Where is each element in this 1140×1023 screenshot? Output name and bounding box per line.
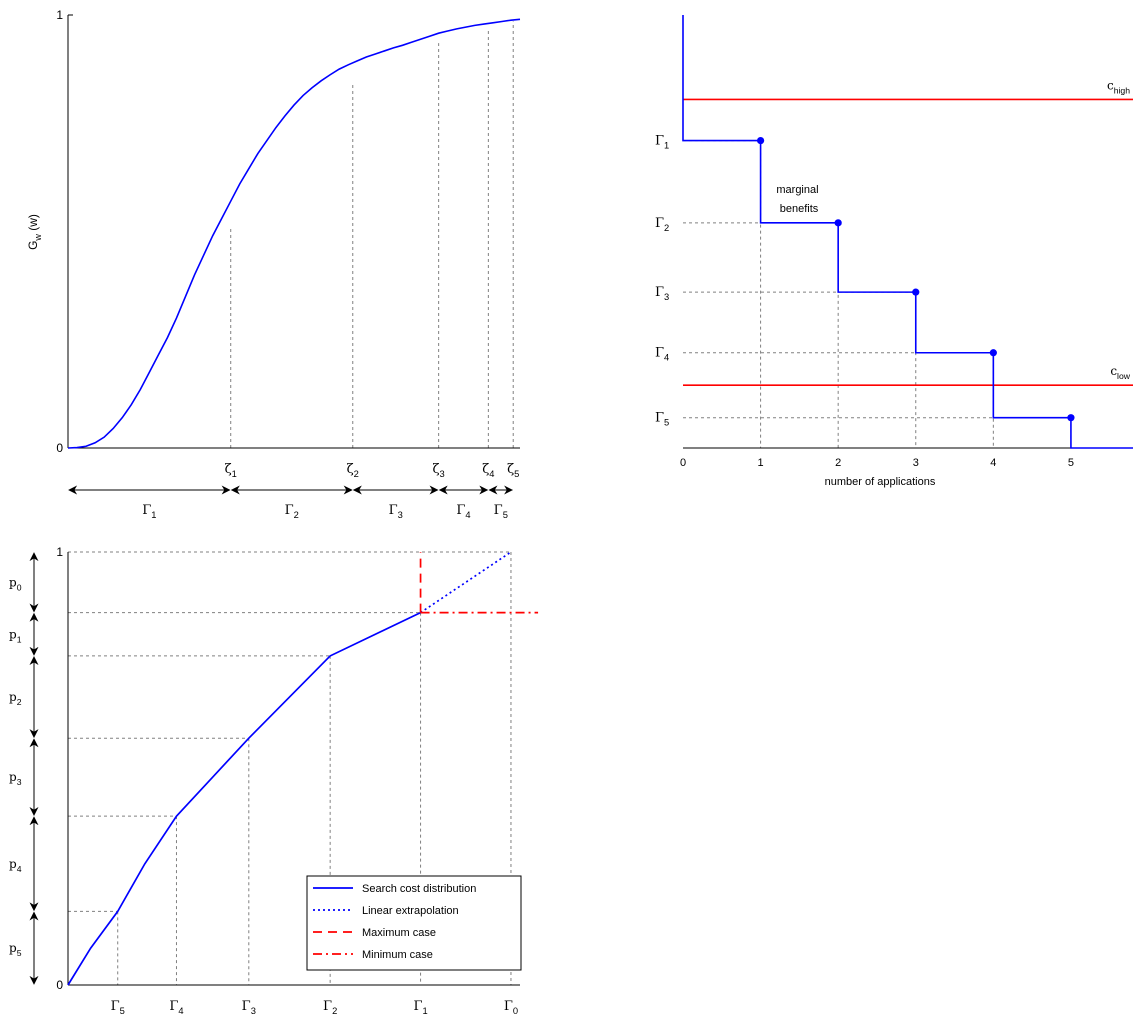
benefit-point-3	[912, 288, 920, 296]
benefits-x-tick-0: 0	[680, 457, 686, 469]
benefit-gamma-label-4: Γ4	[655, 346, 669, 363]
zeta-label-5: ζ5	[507, 462, 519, 479]
search-series-2	[420, 551, 512, 614]
benefit-gamma-labels: Γ1 Γ2 Γ3 Γ4 Γ5	[655, 134, 669, 428]
benefit-point-4	[989, 349, 997, 357]
benefit-point-2	[834, 219, 842, 227]
p-label-3: p3	[9, 770, 22, 787]
search-series-1	[67, 611, 421, 986]
benefits-guide-lines	[683, 140, 1072, 448]
search-y-tick-1: 1	[56, 545, 63, 559]
benefit-point-5	[1067, 414, 1075, 422]
zeta-labels: ζ1 ζ2 ζ3 ζ4 ζ5	[225, 462, 520, 479]
marginal-benefits-annotation: marginal benefits	[776, 184, 821, 215]
legend-label-2: Linear extrapolation	[362, 905, 459, 917]
zeta-label-3: ζ3	[433, 462, 445, 479]
benefits-x-tick-1: 1	[758, 457, 764, 469]
search-axes	[67, 552, 520, 986]
cdf-tick-labels: 01	[56, 8, 63, 455]
cost-label-high: chigh	[1107, 78, 1130, 95]
benefits-x-axis-label: number of applications	[825, 476, 936, 488]
cdf-line	[67, 18, 521, 449]
search-gamma-label-0: Γ0	[504, 999, 518, 1016]
p-label-0: p0	[9, 575, 22, 592]
cdf-curve	[67, 18, 521, 449]
search-tick-labels: 01	[56, 545, 63, 992]
p-label-5: p5	[9, 941, 22, 958]
zeta-label-4: ζ4	[482, 462, 494, 479]
search-gamma-label-5: Γ5	[111, 999, 125, 1016]
legend-label-1: Search cost distribution	[362, 883, 476, 895]
search-series	[67, 551, 539, 986]
legend-label-4: Minimum case	[362, 949, 433, 961]
cdf-guide-lines	[230, 21, 514, 448]
zeta-label-1: ζ1	[225, 462, 237, 479]
gamma-interval-label-4: Γ4	[456, 503, 470, 520]
benefit-gamma-label-3: Γ3	[655, 285, 669, 302]
benefits-x-tick-5: 5	[1068, 457, 1074, 469]
gamma-interval-label-3: Γ3	[389, 503, 403, 520]
cdf-y-axis-label: Gw (w)	[26, 214, 43, 250]
gamma-interval-label-5: Γ5	[494, 503, 508, 520]
gamma-interval-label-2: Γ2	[285, 503, 299, 520]
benefit-step-line	[682, 15, 1133, 449]
benefits-tick-labels: 0 1 2 3 4 5	[680, 457, 1074, 469]
cost-lines: chigh clow	[683, 78, 1133, 387]
legend-label-3: Maximum case	[362, 927, 436, 939]
cdf-y-tick-1: 1	[56, 8, 63, 22]
benefit-steps	[682, 15, 1133, 449]
legend: Search cost distribution Linear extrapola…	[306, 875, 522, 971]
benefit-point-1	[756, 136, 765, 145]
gamma-interval-label-1: Γ1	[142, 503, 156, 520]
cdf-panel: 01 ζ1 ζ2 ζ3 ζ4 ζ5 Γ1 Γ2 Γ3 Γ4 Γ5 Gw (w)	[26, 8, 521, 520]
cost-label-low: clow	[1110, 364, 1130, 381]
gamma-interval-arrows: Γ1 Γ2 Γ3 Γ4 Γ5	[68, 485, 514, 520]
cdf-axes	[67, 14, 520, 449]
benefit-gamma-label-5: Γ5	[655, 411, 669, 428]
cdf-y-tick-0: 0	[56, 441, 63, 455]
zeta-label-2: ζ2	[347, 462, 359, 479]
benefit-gamma-label-1: Γ1	[655, 134, 669, 151]
p-label-4: p4	[9, 857, 22, 874]
benefits-x-tick-3: 3	[913, 457, 919, 469]
benefit-gamma-label-2: Γ2	[655, 216, 669, 233]
search-gamma-label-2: Γ2	[323, 999, 337, 1016]
benefits-x-tick-4: 4	[990, 457, 996, 469]
legend-box	[306, 875, 522, 971]
search-y-tick-0: 0	[56, 978, 63, 992]
p-label-1: p1	[9, 627, 22, 644]
p-label-2: p2	[9, 690, 22, 707]
search-gamma-label-1: Γ1	[413, 999, 427, 1016]
benefits-x-tick-2: 2	[835, 457, 841, 469]
p-interval-arrows: p0 p1 p2 p3 p4 p5	[9, 552, 39, 985]
benefits-panel: chigh clow 0 1 2 3 4 5 Γ1 Γ2 Γ3 Γ4 Γ5 marginal ben…	[655, 15, 1133, 488]
search-gamma-label-3: Γ3	[242, 999, 256, 1016]
search-gamma-labels: Γ5 Γ4 Γ3 Γ2 Γ1 Γ0	[111, 999, 518, 1016]
search-gamma-label-4: Γ4	[169, 999, 183, 1016]
